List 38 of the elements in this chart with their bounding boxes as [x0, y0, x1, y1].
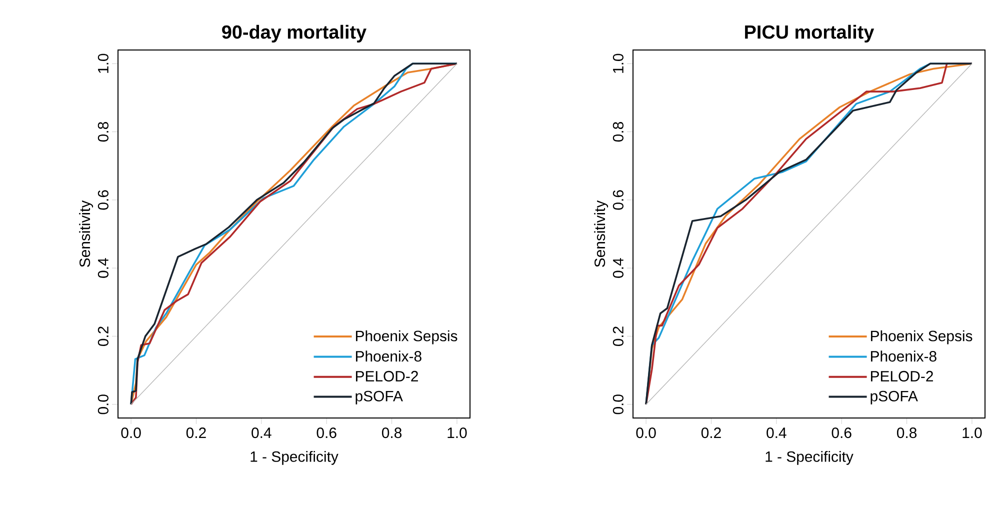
x-tick-label: 1.0 — [448, 428, 467, 438]
x-tick-label: 0.8 — [896, 428, 917, 438]
y-tick-label: 0.0 — [612, 394, 624, 414]
x-tick-label: 0.2 — [186, 428, 206, 438]
y-tick-label: 0.8 — [98, 122, 108, 142]
y-axis-title: Sensitivity — [594, 200, 608, 267]
x-tick-label: 0.2 — [701, 428, 721, 438]
y-tick-label: 0.4 — [98, 258, 108, 278]
legend-label: Phoenix-8 — [870, 350, 936, 362]
x-tick-label: 0.0 — [121, 428, 141, 438]
x-tick-label: 0.0 — [636, 428, 656, 438]
chart-title: PICU mortality — [745, 24, 874, 42]
y-tick-label: 0.6 — [98, 190, 108, 210]
x-tick-label: 1.0 — [962, 428, 982, 438]
y-tick-label: 0.0 — [98, 394, 108, 414]
y-axis-title: Sensitivity — [79, 200, 94, 267]
x-axis-title: 1 - Specificity — [766, 450, 854, 465]
y-tick-label: 0.2 — [612, 326, 624, 346]
x-axis-title: 1 - Specificity — [250, 450, 338, 465]
chart-title: 90-day mortality — [222, 24, 366, 42]
x-tick-label: 0.8 — [382, 428, 402, 438]
y-tick-label: 0.4 — [612, 258, 624, 278]
y-tick-label: 0.8 — [612, 122, 624, 142]
legend-label: Phoenix Sepsis — [870, 330, 972, 344]
x-tick-label: 0.4 — [252, 428, 272, 438]
legend-label: pSOFA — [870, 390, 918, 404]
legend-label: pSOFA — [356, 390, 403, 404]
x-tick-label: 0.6 — [832, 428, 852, 438]
y-tick-label: 0.2 — [98, 326, 108, 346]
x-tick-label: 0.6 — [316, 428, 336, 438]
legend-label: PELOD-2 — [870, 370, 933, 382]
y-tick-label: 1.0 — [98, 54, 108, 73]
legend-label: PELOD-2 — [356, 370, 418, 382]
y-tick-label: 1.0 — [612, 54, 624, 73]
x-tick-label: 0.4 — [766, 428, 786, 438]
legend-label: Phoenix-8 — [356, 350, 422, 362]
legend-label: Phoenix Sepsis — [356, 330, 458, 344]
y-tick-label: 0.6 — [612, 190, 624, 210]
